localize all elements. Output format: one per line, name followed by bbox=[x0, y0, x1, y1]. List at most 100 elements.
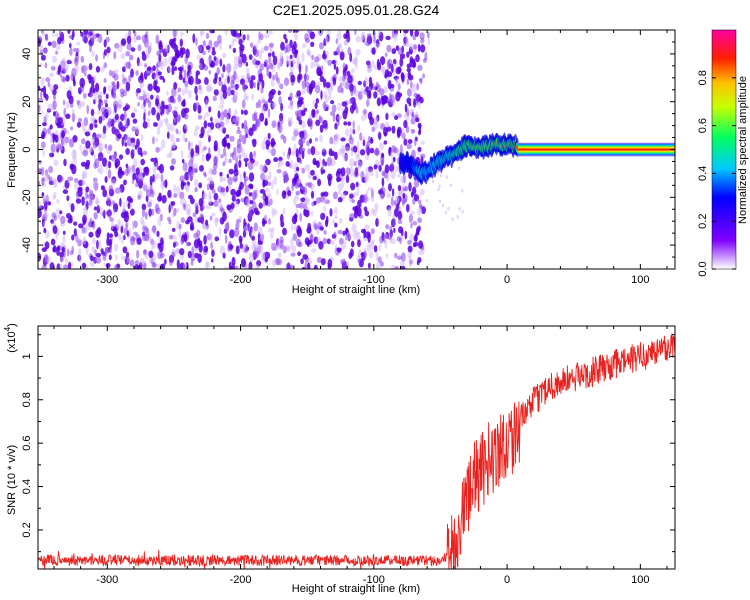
noise-speck bbox=[330, 100, 335, 105]
noise-speck bbox=[117, 188, 122, 194]
noise-speck bbox=[245, 133, 248, 139]
noise-speck bbox=[303, 133, 309, 139]
noise-speck bbox=[90, 116, 95, 123]
noise-speck bbox=[390, 149, 394, 158]
noise-speck bbox=[247, 160, 254, 171]
noise-speck bbox=[231, 195, 236, 202]
noise-speck bbox=[295, 190, 301, 196]
noise-speck bbox=[218, 227, 222, 236]
noise-speck bbox=[362, 139, 366, 147]
flat-band bbox=[517, 152, 675, 154]
noise-speck bbox=[233, 200, 239, 205]
noise-speck bbox=[372, 209, 377, 217]
noise-speck bbox=[60, 60, 66, 70]
noise-speck bbox=[301, 43, 307, 48]
noise-speck bbox=[243, 157, 249, 162]
noise-speck bbox=[143, 249, 147, 254]
noise-speck bbox=[391, 48, 397, 55]
noise-speck bbox=[290, 252, 296, 257]
noise-speck bbox=[240, 109, 244, 115]
noise-speck bbox=[194, 187, 198, 193]
noise-speck bbox=[258, 244, 264, 254]
noise-speck bbox=[247, 200, 250, 208]
noise-speck bbox=[226, 63, 232, 74]
noise-speck bbox=[417, 64, 423, 72]
noise-speck bbox=[67, 30, 71, 34]
noise-speck bbox=[133, 158, 138, 168]
noise-speck bbox=[400, 175, 404, 184]
noise-speck bbox=[387, 97, 391, 102]
noise-speck bbox=[84, 196, 88, 205]
noise-speck bbox=[344, 40, 348, 46]
noise-speck bbox=[355, 106, 359, 114]
noise-speck bbox=[208, 167, 213, 176]
noise-speck bbox=[233, 154, 237, 160]
noise-speck bbox=[136, 249, 140, 259]
noise-speck bbox=[49, 124, 53, 130]
noise-speck bbox=[340, 192, 346, 200]
noise-speck bbox=[86, 104, 89, 115]
noise-speck bbox=[79, 77, 85, 88]
noise-speck bbox=[135, 125, 140, 135]
noise-speck bbox=[373, 116, 379, 124]
noise-speck bbox=[94, 95, 97, 103]
noise-speck bbox=[258, 202, 263, 209]
noise-speck bbox=[391, 238, 396, 245]
snr-y-ticks: 10.80.60.40.2 bbox=[21, 334, 675, 553]
noise-speck bbox=[152, 164, 157, 174]
noise-speck bbox=[222, 161, 226, 167]
noise-speck bbox=[162, 78, 166, 83]
noise-speck bbox=[120, 225, 124, 234]
noise-speck bbox=[345, 30, 350, 39]
noise-speck bbox=[234, 84, 239, 90]
noise-speck bbox=[117, 98, 123, 109]
noise-speck bbox=[232, 117, 238, 123]
noise-speck bbox=[440, 173, 443, 178]
noise-speck bbox=[303, 107, 308, 112]
noise-speck bbox=[410, 108, 415, 117]
noise-speck bbox=[89, 189, 94, 196]
noise-speck bbox=[375, 38, 380, 48]
noise-speck bbox=[49, 72, 55, 77]
noise-speck bbox=[199, 213, 204, 222]
noise-speck bbox=[179, 191, 185, 200]
noise-speck bbox=[69, 250, 74, 256]
noise-speck bbox=[263, 164, 267, 172]
noise-speck bbox=[357, 124, 361, 132]
noise-speck bbox=[70, 203, 75, 213]
noise-speck bbox=[373, 121, 379, 130]
noise-speck bbox=[103, 262, 107, 267]
noise-speck bbox=[282, 170, 288, 179]
noise-speck bbox=[98, 100, 104, 107]
noise-speck bbox=[38, 168, 42, 174]
noise-speck bbox=[227, 244, 230, 252]
noise-speck bbox=[293, 196, 297, 206]
noise-speck bbox=[411, 83, 417, 93]
flat-band bbox=[517, 145, 675, 147]
noise-speck bbox=[151, 72, 156, 80]
noise-speck bbox=[112, 203, 119, 213]
noise-speck bbox=[206, 85, 209, 92]
noise-speck bbox=[38, 180, 41, 186]
noise-speck bbox=[264, 100, 269, 107]
noise-speck bbox=[293, 143, 297, 154]
noise-speck bbox=[82, 64, 87, 74]
noise-speck bbox=[60, 215, 66, 224]
noise-speck bbox=[228, 107, 232, 115]
noise-speck bbox=[221, 52, 227, 59]
noise-speck bbox=[359, 132, 363, 142]
noise-speck bbox=[68, 34, 74, 39]
noise-speck bbox=[95, 54, 99, 62]
noise-speck bbox=[315, 98, 319, 104]
noise-speck bbox=[323, 191, 329, 197]
noise-speck bbox=[358, 161, 363, 169]
noise-speck bbox=[377, 62, 382, 71]
noise-speck bbox=[148, 110, 151, 116]
noise-speck bbox=[205, 261, 209, 269]
noise-speck bbox=[336, 177, 342, 182]
noise-speck bbox=[280, 102, 283, 112]
noise-speck bbox=[90, 255, 94, 262]
noise-speck bbox=[201, 147, 205, 154]
noise-speck bbox=[228, 44, 232, 49]
noise-speck bbox=[248, 172, 255, 182]
